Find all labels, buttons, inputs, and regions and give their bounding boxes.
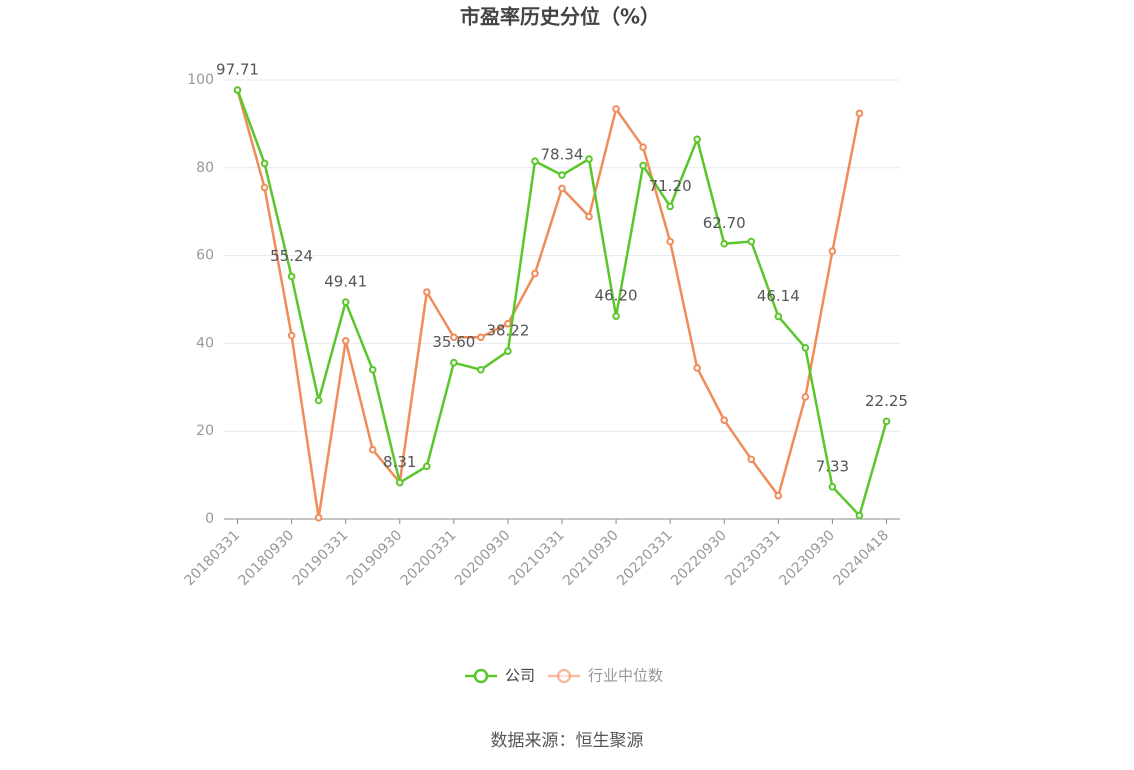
data-point xyxy=(341,298,350,306)
data-point xyxy=(693,364,702,372)
y-tick-label: 0 xyxy=(205,511,214,527)
x-tick-label: 20180930 xyxy=(236,527,298,589)
data-point xyxy=(855,109,864,118)
data-label: 97.71 xyxy=(216,61,259,79)
data-point xyxy=(747,455,756,464)
data-label: 7.33 xyxy=(816,457,849,475)
data-point xyxy=(828,247,837,256)
data-point xyxy=(260,159,269,168)
x-tick-label: 20240418 xyxy=(830,527,892,589)
data-label: 71.20 xyxy=(649,177,692,195)
x-tick-label: 20180331 xyxy=(181,527,243,589)
data-point xyxy=(666,202,674,211)
data-point xyxy=(233,86,242,94)
legend-marker xyxy=(473,668,489,684)
y-tick-label: 20 xyxy=(196,423,214,439)
data-point xyxy=(558,184,566,193)
data-point xyxy=(368,445,377,454)
data-label: 78.34 xyxy=(541,146,584,164)
data-point xyxy=(720,416,729,425)
data-point xyxy=(395,478,404,487)
data-point xyxy=(666,237,674,246)
legend-label: 行业中位数 xyxy=(588,667,663,685)
data-point xyxy=(855,511,864,520)
data-point xyxy=(585,155,593,163)
data-point xyxy=(558,171,566,179)
data-label: 22.25 xyxy=(865,392,908,410)
data-point xyxy=(287,272,296,281)
legend-label: 公司 xyxy=(505,667,535,685)
data-point xyxy=(450,358,458,367)
data-point xyxy=(774,312,783,321)
x-tick-label: 20190930 xyxy=(344,527,406,589)
x-tick-label: 20230331 xyxy=(722,527,784,589)
data-label: 62.70 xyxy=(703,214,746,232)
data-point xyxy=(693,135,702,144)
data-point xyxy=(639,161,647,170)
data-label: 55.24 xyxy=(270,247,313,265)
data-point xyxy=(504,347,512,356)
data-point xyxy=(828,483,837,491)
data-label: 49.41 xyxy=(324,273,367,291)
legend-marker xyxy=(556,668,572,684)
source-note: 数据来源：恒生聚源 xyxy=(491,731,644,751)
data-point xyxy=(801,343,810,352)
data-label: 46.20 xyxy=(595,287,638,305)
chart-title: 市盈率历史分位（%） xyxy=(460,5,660,29)
y-tick-label: 100 xyxy=(187,72,214,88)
data-point xyxy=(314,513,323,522)
data-point xyxy=(720,239,729,248)
data-point xyxy=(477,333,485,342)
y-tick-label: 80 xyxy=(196,160,214,176)
data-point xyxy=(585,212,593,221)
data-point xyxy=(314,396,323,405)
data-point xyxy=(882,417,891,426)
data-point xyxy=(423,288,431,296)
x-tick-label: 20200930 xyxy=(452,527,514,589)
data-label: 38.22 xyxy=(486,322,529,340)
data-point xyxy=(612,312,620,320)
data-label: 35.60 xyxy=(432,333,475,351)
x-tick-label: 20200331 xyxy=(398,527,460,589)
x-tick-label: 20220930 xyxy=(668,527,730,589)
x-tick-label: 20210331 xyxy=(506,527,568,589)
data-label: 46.14 xyxy=(757,287,800,305)
series-line xyxy=(236,89,861,518)
data-point xyxy=(531,157,539,166)
data-point xyxy=(260,183,269,192)
data-point xyxy=(612,105,620,113)
y-tick-label: 60 xyxy=(196,248,214,264)
y-tick-label: 40 xyxy=(196,335,214,351)
data-point xyxy=(341,336,350,345)
data-point xyxy=(639,143,647,151)
x-tick-label: 20220331 xyxy=(614,527,676,589)
x-tick-label: 20230930 xyxy=(776,527,838,589)
data-point xyxy=(747,237,756,246)
data-point xyxy=(287,331,296,340)
x-tick-label: 20190331 xyxy=(290,527,352,589)
data-point xyxy=(423,462,431,471)
data-label: 8.31 xyxy=(383,453,416,471)
x-tick-label: 20210930 xyxy=(560,527,622,589)
data-point xyxy=(801,393,810,401)
data-point xyxy=(531,269,539,278)
data-point xyxy=(477,365,485,374)
data-point xyxy=(368,365,377,374)
data-point xyxy=(774,491,783,500)
data-point xyxy=(450,333,458,342)
